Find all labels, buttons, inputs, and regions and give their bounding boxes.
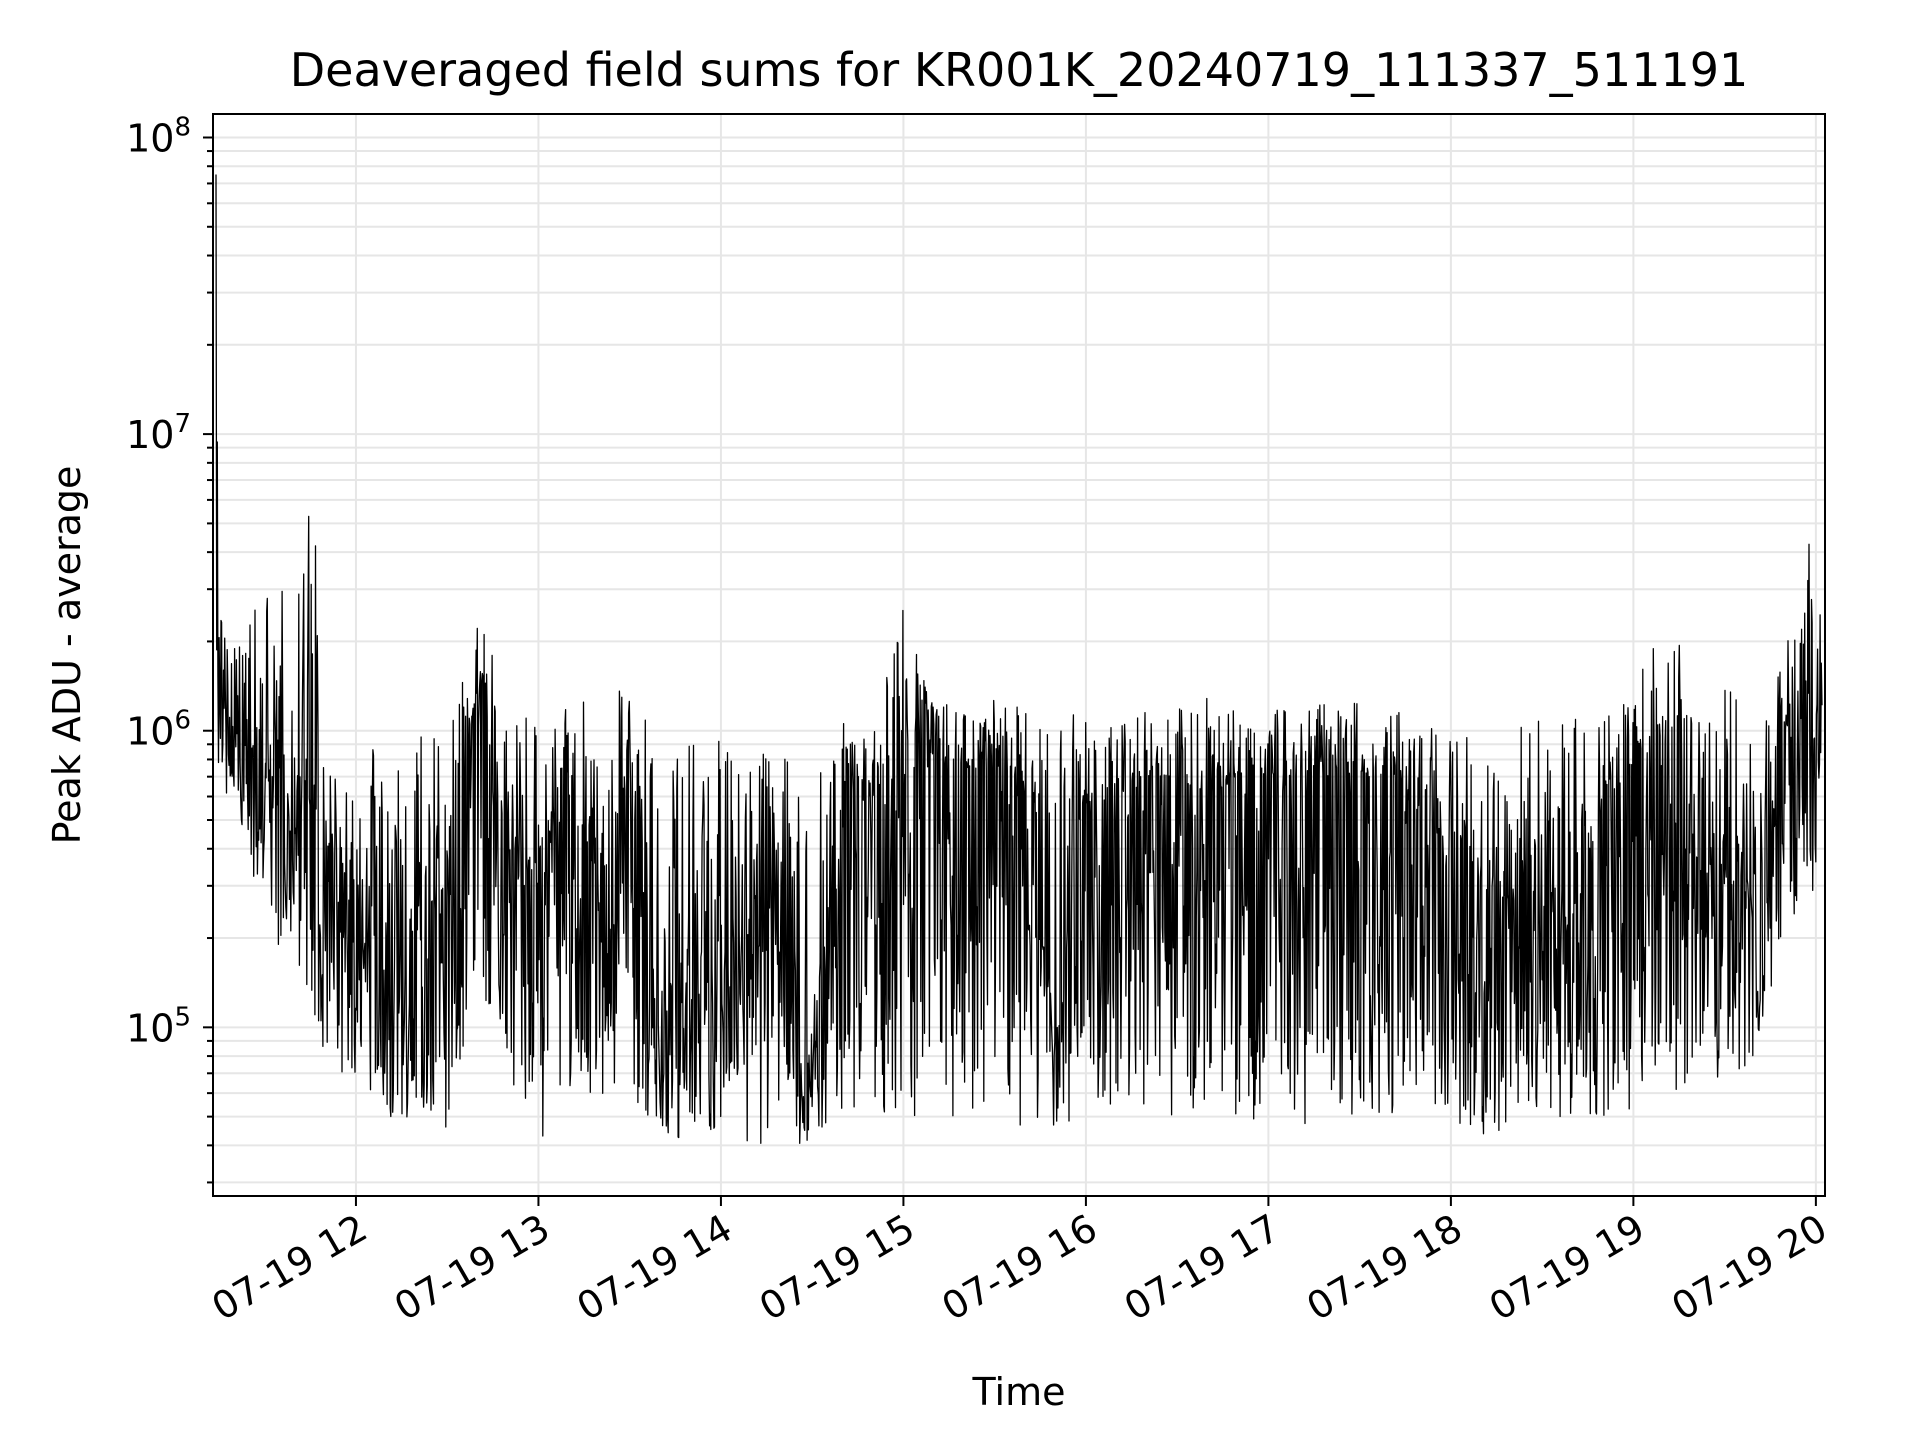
series-line: [215, 174, 1823, 1144]
x-tick-label: 07-19 16: [934, 1206, 1104, 1330]
x-tick-label: 07-19 19: [1482, 1206, 1652, 1330]
x-tick-label: 07-19 15: [752, 1206, 922, 1330]
x-tick-label: 07-19 14: [569, 1206, 739, 1330]
chart-title: Deaveraged field sums for KR001K_2024071…: [290, 43, 1749, 97]
series-path: [215, 174, 1823, 1144]
y-axis-ticks: 105 106 107 108: [126, 112, 213, 1184]
y-tick-label: 108: [126, 112, 191, 160]
x-axis-label: Time: [972, 1370, 1066, 1414]
x-tick-label: 07-19 18: [1299, 1206, 1469, 1330]
x-tick-label: 07-19 17: [1117, 1206, 1287, 1330]
plot-area-frame: [212, 113, 1826, 1197]
y-tick-label: 107: [126, 409, 191, 457]
y-tick-label: 105: [126, 1002, 191, 1050]
x-axis-ticks: 07-19 12 07-19 13 07-19 14 07-19 15 07-19 16…: [204, 1196, 1834, 1329]
x-tick-label: 07-19 13: [387, 1206, 557, 1330]
y-tick-label: 106: [126, 706, 191, 754]
y-axis-label: Peak ADU - average: [45, 466, 89, 845]
x-tick-label: 07-19 12: [204, 1206, 374, 1330]
x-tick-label: 07-19 20: [1664, 1206, 1834, 1330]
